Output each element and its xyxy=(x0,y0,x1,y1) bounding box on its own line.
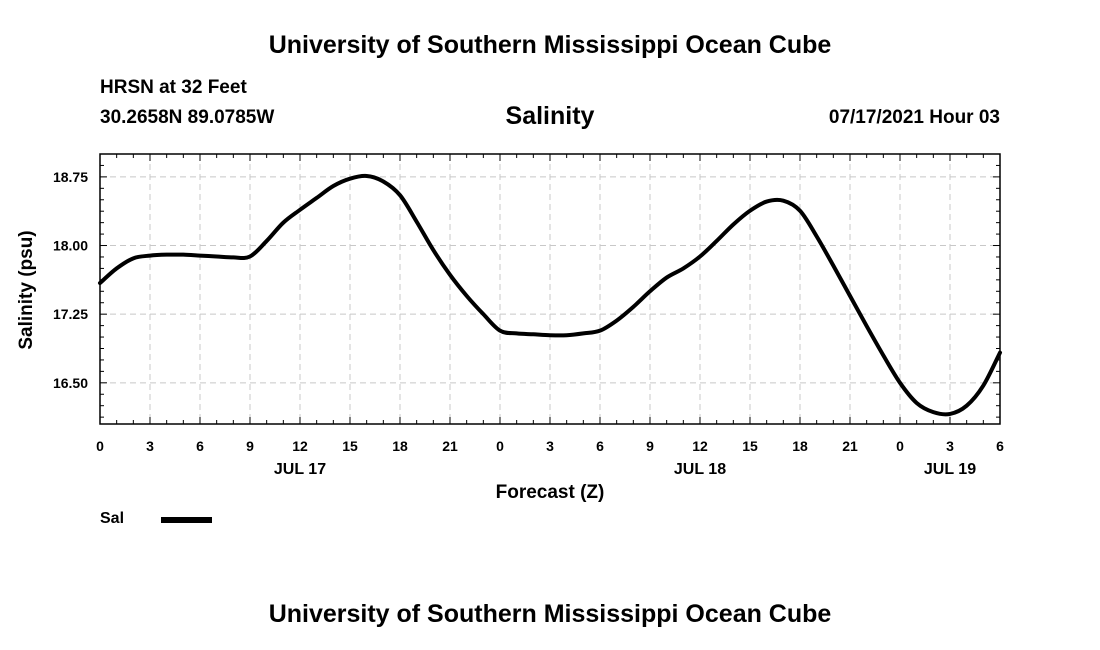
y-tick-label: 16.50 xyxy=(53,375,88,391)
x-axis-label: Forecast (Z) xyxy=(495,482,605,503)
x-tick-label: 3 xyxy=(946,438,954,454)
x-tick-label: 3 xyxy=(146,438,154,454)
salinity-series-line xyxy=(98,173,1002,417)
x-tick-label: 12 xyxy=(692,438,708,454)
date-label: JUL 17 xyxy=(274,461,326,478)
forecast-timestamp: 07/17/2021 Hour 03 xyxy=(828,107,1000,128)
x-tick-label: 12 xyxy=(292,438,308,454)
x-tick-label: 6 xyxy=(596,438,604,454)
station-name: HRSN at 32 Feet xyxy=(100,77,247,98)
x-tick-label: 0 xyxy=(496,438,504,454)
station-coordinates: 30.2658N 89.0785W xyxy=(100,107,275,128)
x-tick-label: 15 xyxy=(742,438,758,454)
header-title: University of Southern Mississippi Ocean… xyxy=(268,31,832,59)
x-tick-label: 21 xyxy=(842,438,858,454)
date-label: JUL 19 xyxy=(924,461,976,478)
y-tick-label: 18.75 xyxy=(53,169,88,185)
x-tick-label: 9 xyxy=(246,438,254,454)
y-tick-label: 17.25 xyxy=(53,306,88,322)
x-tick-label: 6 xyxy=(196,438,204,454)
legend-label: Sal xyxy=(100,510,125,527)
legend-line-swatch xyxy=(161,517,212,523)
x-tick-label: 18 xyxy=(792,438,808,454)
x-tick-label: 0 xyxy=(96,438,104,454)
x-tick-label: 9 xyxy=(646,438,654,454)
date-label: JUL 18 xyxy=(674,461,726,478)
x-tick-label: 15 xyxy=(342,438,358,454)
footer-title: University of Southern Mississippi Ocean… xyxy=(268,600,832,628)
y-axis-label: Salinity (psu) xyxy=(16,230,37,350)
x-tick-label: 21 xyxy=(442,438,458,454)
x-tick-label: 0 xyxy=(896,438,904,454)
x-tick-label: 3 xyxy=(546,438,554,454)
y-tick-label: 18.00 xyxy=(53,238,88,254)
plot-title: Salinity xyxy=(505,102,595,130)
x-tick-label: 18 xyxy=(392,438,408,454)
x-tick-label: 6 xyxy=(996,438,1004,454)
